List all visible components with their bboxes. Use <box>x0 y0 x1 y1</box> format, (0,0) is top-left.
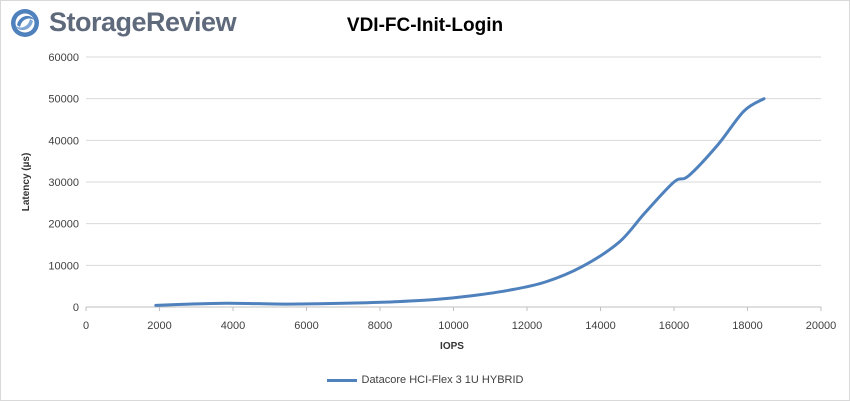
x-tick-label: 6000 <box>294 320 318 332</box>
y-axis-title: Latency (µs) <box>21 153 32 212</box>
storagereview-logo: StorageReview <box>7 5 237 41</box>
legend-swatch <box>326 378 357 382</box>
y-tick-labels: 0 10000 20000 30000 40000 50000 60000 <box>48 52 79 314</box>
x-tick-label: 20000 <box>806 320 837 332</box>
y-tick-label: 0 <box>73 302 79 314</box>
storagereview-swirl-icon <box>11 9 39 37</box>
x-tick-label: 0 <box>83 320 89 332</box>
y-tick-label: 60000 <box>48 52 79 64</box>
x-tick-label: 18000 <box>732 320 763 332</box>
x-tick-label: 16000 <box>659 320 690 332</box>
x-tick-label: 4000 <box>221 320 245 332</box>
y-tick-label: 10000 <box>48 260 79 272</box>
x-tick-labels: 0 2000 4000 6000 8000 10000 12000 14000 16000 180… <box>83 320 836 332</box>
x-tick-label: 14000 <box>585 320 616 332</box>
chart-title: VDI-FC-Init-Login <box>346 15 504 36</box>
x-tick-label: 8000 <box>368 320 392 332</box>
y-tick-label: 30000 <box>48 177 79 189</box>
series-line <box>154 97 766 307</box>
legend: Datacore HCI-Flex 3 1U HYBRID <box>1 374 849 386</box>
gridlines <box>85 56 822 311</box>
x-tick-label: 10000 <box>438 320 469 332</box>
y-tick-label: 50000 <box>48 94 79 106</box>
y-tick-label: 40000 <box>48 135 79 147</box>
brand-name: StorageReview <box>49 7 237 37</box>
x-tick-label: 2000 <box>147 320 171 332</box>
series-lines <box>154 97 766 307</box>
x-tick-label: 12000 <box>512 320 543 332</box>
y-tick-label: 20000 <box>48 219 79 231</box>
x-axis-title: IOPS <box>440 341 464 352</box>
legend-label: Datacore HCI-Flex 3 1U HYBRID <box>361 374 524 386</box>
